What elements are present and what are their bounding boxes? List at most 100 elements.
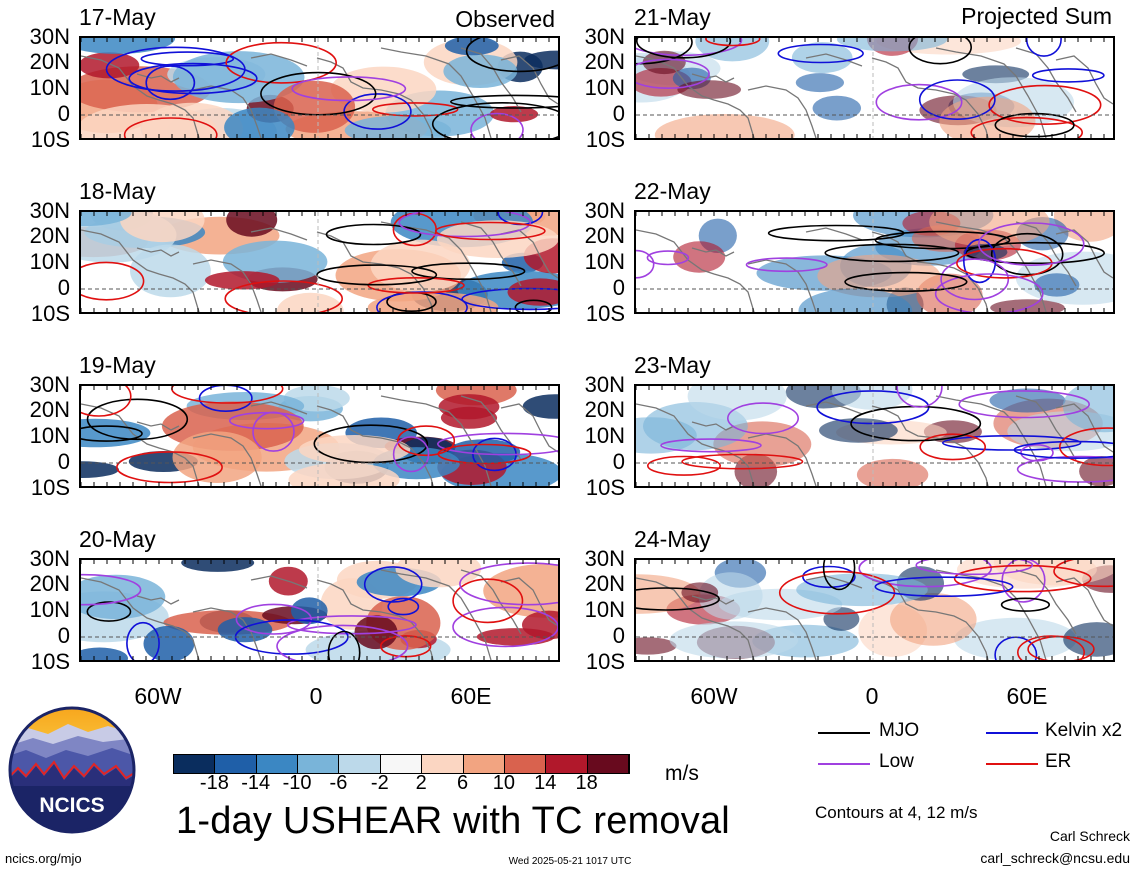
coastline (136, 247, 180, 257)
contour-line (636, 58, 710, 89)
contour-line (646, 455, 722, 476)
colorbar-swatch (504, 755, 547, 773)
coastline (192, 259, 262, 312)
coastline (636, 55, 755, 138)
coastline (691, 421, 735, 431)
legend-label-low: Low (879, 751, 914, 772)
shading-blob (81, 104, 217, 138)
lat-label: 10N (29, 75, 70, 100)
map-panel (79, 36, 560, 140)
contour-line (140, 51, 235, 67)
colorbar-swatch (298, 755, 340, 773)
contour-line (1016, 455, 1113, 483)
lat-label: 10N (584, 249, 625, 274)
coastline (250, 401, 308, 415)
shading-blob (143, 625, 195, 660)
coastline (460, 569, 522, 635)
contour-line (145, 65, 196, 101)
colorbar-swatch (174, 755, 216, 773)
contour-line (316, 264, 438, 286)
shading-blob (276, 292, 344, 312)
legend-swatch-kelvin (986, 732, 1038, 734)
contour-line (81, 386, 132, 417)
lat-label: 10S (30, 301, 70, 326)
map-panel (634, 558, 1115, 662)
lon-label-60w-left: 60W (134, 683, 182, 709)
coastline (136, 595, 180, 605)
contour-line (313, 424, 429, 464)
contour-line (745, 257, 828, 273)
coastline (636, 577, 755, 660)
lat-label: 20N (29, 49, 70, 74)
panel-date-label: 17-May (79, 4, 156, 30)
observed-column-title: Observed (455, 6, 555, 32)
lat-label: 0 (612, 101, 625, 126)
shading-blob (989, 388, 1066, 413)
shading-blob (181, 560, 255, 572)
shading-blob (489, 106, 539, 123)
colorbar-swatch (422, 755, 464, 773)
panel-date-label: 19-May (79, 352, 156, 378)
colorbar-tick-label: -18 (199, 772, 229, 794)
lat-label: 30N (29, 198, 70, 223)
coastline (192, 85, 262, 138)
contour-line (343, 93, 412, 130)
coastline (192, 433, 262, 486)
coastline (636, 403, 755, 486)
shading-blob (443, 54, 518, 88)
shading-blob (395, 560, 482, 588)
contour-line (327, 630, 361, 660)
map-panel (634, 36, 1115, 140)
lat-label: 0 (612, 275, 625, 300)
panel-date-label: 18-May (79, 178, 156, 204)
lon-label-0-right: 0 (865, 683, 879, 709)
coastline (316, 405, 434, 486)
shading-blob (81, 38, 176, 54)
shading-blob (1034, 273, 1080, 297)
coastline (1055, 577, 1113, 627)
contour-line (81, 573, 142, 606)
coastline (1015, 569, 1077, 635)
colorbar-tick-label: 14 (534, 772, 557, 794)
coastline (460, 47, 522, 113)
lat-label: 10S (30, 127, 70, 152)
panel-date-label: 24-May (634, 526, 711, 552)
contour-line (372, 102, 459, 117)
coastline (192, 607, 262, 660)
contour-line (1017, 635, 1085, 660)
lat-label: 20N (29, 223, 70, 248)
lat-label: 10S (585, 127, 625, 152)
contour-line (252, 411, 295, 452)
lat-label: 0 (57, 275, 70, 300)
coastline (81, 229, 200, 312)
shading-blob (130, 244, 211, 298)
lat-label: 10N (584, 423, 625, 448)
ncics-logo: NCICS (8, 706, 136, 834)
colorbar-tick-label: -6 (329, 772, 348, 794)
contour-line (411, 262, 526, 281)
contour-line (1053, 560, 1113, 588)
lat-label: 10S (585, 649, 625, 674)
legend-swatch-er (986, 763, 1038, 765)
map-panel-canvas (636, 386, 1113, 486)
map-panel-canvas (636, 212, 1113, 312)
shading-blob (226, 212, 278, 237)
contour-line (198, 386, 253, 412)
legend-label-er: ER (1045, 751, 1072, 772)
contour-legend: MJO Kelvin x2 Low ER (816, 718, 1126, 783)
lon-label-60e-left: 60E (450, 683, 492, 709)
coastline (691, 595, 735, 605)
contour-line (844, 271, 968, 293)
legend-label-kelvin: Kelvin x2 (1045, 720, 1123, 741)
contour-line (128, 62, 258, 95)
coastline (805, 53, 863, 67)
colorbar-tick-label: -10 (282, 772, 312, 794)
coastline (636, 229, 755, 312)
footer-url[interactable]: ncics.org/mjo (5, 851, 82, 866)
footer-email[interactable]: carl_schreck@ncsu.edu (980, 850, 1130, 866)
lat-label: 20N (29, 571, 70, 596)
contour-line (970, 116, 1083, 138)
coastline (380, 569, 492, 660)
lat-label: 30N (29, 546, 70, 571)
lat-label: 20N (29, 397, 70, 422)
